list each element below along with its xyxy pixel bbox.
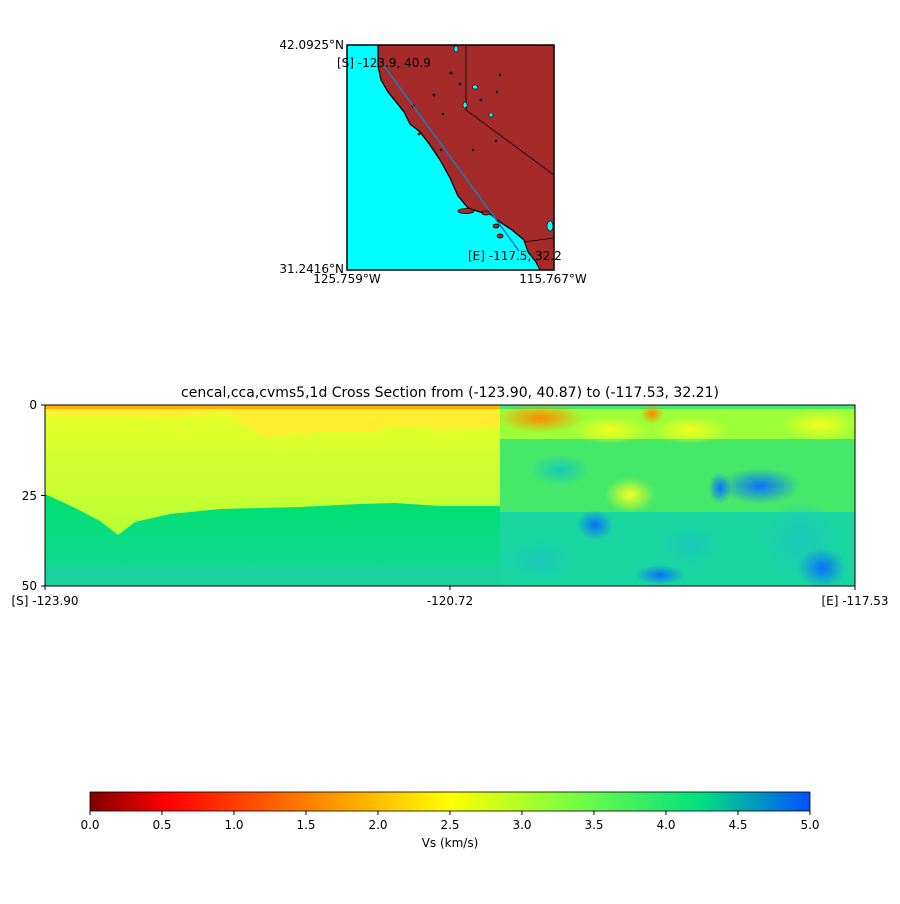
region-lower-crust [45,494,500,586]
y-tick-label: 0 [29,398,37,412]
colorbar-tick-label: 2.5 [440,818,459,832]
map-frame [346,44,555,271]
cross-section-path [383,65,520,252]
map-lat-top: 42.0925°N [279,38,344,52]
blob [570,416,650,444]
x-tick-label: [S] -123.90 [11,594,78,608]
islands [457,208,504,239]
colorbar-tick-label: 2.0 [368,818,387,832]
map-lat-bottom: 31.2416°N [279,262,344,276]
map-end-label: [E] -117.5, 32.2 [468,249,562,263]
blob [495,405,585,433]
blob [660,523,720,567]
cross-section-chart: cencal,cca,cvms5,1d Cross Section from (… [11,385,888,608]
colorbar-tick-label: 5.0 [800,818,819,832]
x-tick-label: [E] -117.53 [821,594,888,608]
region-surface-skin [45,405,855,409]
colorbar-tick-label: 4.5 [728,818,747,832]
colorbar-tick-label: 3.0 [512,818,531,832]
colorbar-tick-label: 3.5 [584,818,603,832]
y-tick-label: 50 [22,579,37,593]
blob [780,409,855,441]
blob [640,405,664,424]
colorbar-tick-label: 0.5 [152,818,171,832]
map-land [377,45,554,270]
blob [504,538,576,582]
blob [650,416,730,444]
blob [708,472,732,504]
blob [798,548,846,586]
chart-title: cencal,cca,cvms5,1d Cross Section from (… [181,385,719,401]
colorbar-gradient [89,791,811,812]
blob [635,565,685,585]
x-axis: [S] -123.90 -120.72 [E] -117.53 [11,586,889,608]
colorbar-tick-label: 1.5 [296,818,315,832]
lakes [453,45,554,232]
colorbar-tick-label: 4.0 [656,818,675,832]
state-border [465,45,554,176]
region-near-surface [45,405,500,437]
map-lon-left: 125.759°W [313,272,381,286]
region-deep [45,568,500,586]
map-start-label: [S] -123.9, 40.9 [337,56,431,70]
colorbar-tick-label: 0.0 [80,818,99,832]
colorbar-label: Vs (km/s) [422,836,479,850]
blob [577,510,613,540]
blob [605,477,655,513]
colorbar-tick-label: 1.0 [224,818,243,832]
colorbar-ticks: 0.0 0.5 1.0 1.5 2.0 2.5 3.0 3.5 4.0 4.5 5.0 [80,811,820,832]
y-axis: 0 25 50 [22,398,45,593]
location-map: [S] -123.9, 40.9 [E] -117.5, 32.2 42.092… [279,38,586,286]
y-tick-label: 25 [22,489,37,503]
country-border [523,237,554,243]
blob [720,468,800,504]
colorbar: 0.0 0.5 1.0 1.5 2.0 2.5 3.0 3.5 4.0 4.5 5.0 Vs (km… [80,791,820,850]
blob [530,454,590,486]
x-tick-label: -120.72 [427,594,473,608]
map-lon-right: 115.767°W [519,272,587,286]
